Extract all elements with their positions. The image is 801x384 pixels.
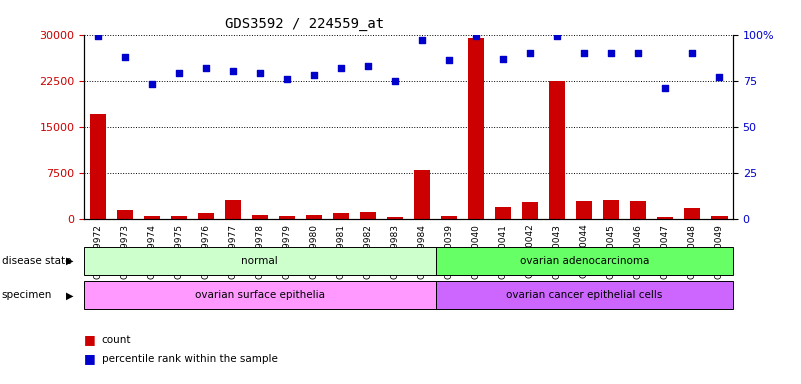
Point — [280, 76, 293, 82]
Point — [497, 55, 509, 61]
Bar — [117, 210, 133, 219]
Bar — [630, 201, 646, 219]
Text: ovarian cancer epithelial cells: ovarian cancer epithelial cells — [506, 290, 662, 300]
Text: GDS3592 / 224559_at: GDS3592 / 224559_at — [225, 17, 384, 31]
Point — [308, 72, 320, 78]
Text: ■: ■ — [84, 353, 96, 366]
Bar — [306, 215, 322, 219]
Bar — [414, 170, 430, 219]
Point — [172, 70, 185, 76]
Bar — [143, 217, 159, 219]
Text: ovarian surface epithelia: ovarian surface epithelia — [195, 290, 325, 300]
Point — [253, 70, 266, 76]
Bar — [224, 200, 241, 219]
Point — [443, 57, 456, 63]
Point — [119, 54, 131, 60]
Bar — [360, 212, 376, 219]
Point — [686, 50, 698, 56]
Point — [551, 33, 564, 40]
Text: specimen: specimen — [2, 290, 52, 300]
Point — [659, 85, 672, 91]
Point — [145, 81, 158, 88]
Point — [91, 33, 104, 40]
Bar — [90, 114, 106, 219]
Point — [388, 78, 401, 84]
Point — [632, 50, 645, 56]
Bar — [576, 201, 593, 219]
Bar — [549, 81, 566, 219]
Point — [199, 65, 212, 71]
Bar — [333, 214, 349, 219]
Text: normal: normal — [241, 256, 278, 266]
Text: ovarian adenocarcinoma: ovarian adenocarcinoma — [520, 256, 649, 266]
Point — [524, 50, 537, 56]
Bar — [171, 216, 187, 219]
Bar — [441, 216, 457, 219]
Bar — [198, 214, 214, 219]
Bar — [468, 38, 484, 219]
Text: disease state: disease state — [2, 256, 71, 266]
Text: percentile rank within the sample: percentile rank within the sample — [102, 354, 278, 364]
Point — [335, 65, 348, 71]
Point — [361, 63, 374, 69]
Text: ▶: ▶ — [66, 256, 73, 266]
Point — [469, 33, 482, 40]
Text: count: count — [102, 335, 131, 345]
Bar — [522, 202, 538, 219]
Point — [227, 68, 239, 74]
Bar — [711, 216, 727, 219]
Text: ■: ■ — [84, 333, 96, 346]
Text: ▶: ▶ — [66, 290, 73, 300]
Point — [416, 37, 429, 43]
Point — [578, 50, 590, 56]
Bar — [387, 217, 403, 219]
Bar — [657, 217, 674, 219]
Bar — [279, 216, 295, 219]
Point — [605, 50, 618, 56]
Bar — [684, 208, 701, 219]
Bar — [603, 200, 619, 219]
Point — [713, 74, 726, 80]
Bar — [495, 207, 511, 219]
Bar — [252, 215, 268, 219]
